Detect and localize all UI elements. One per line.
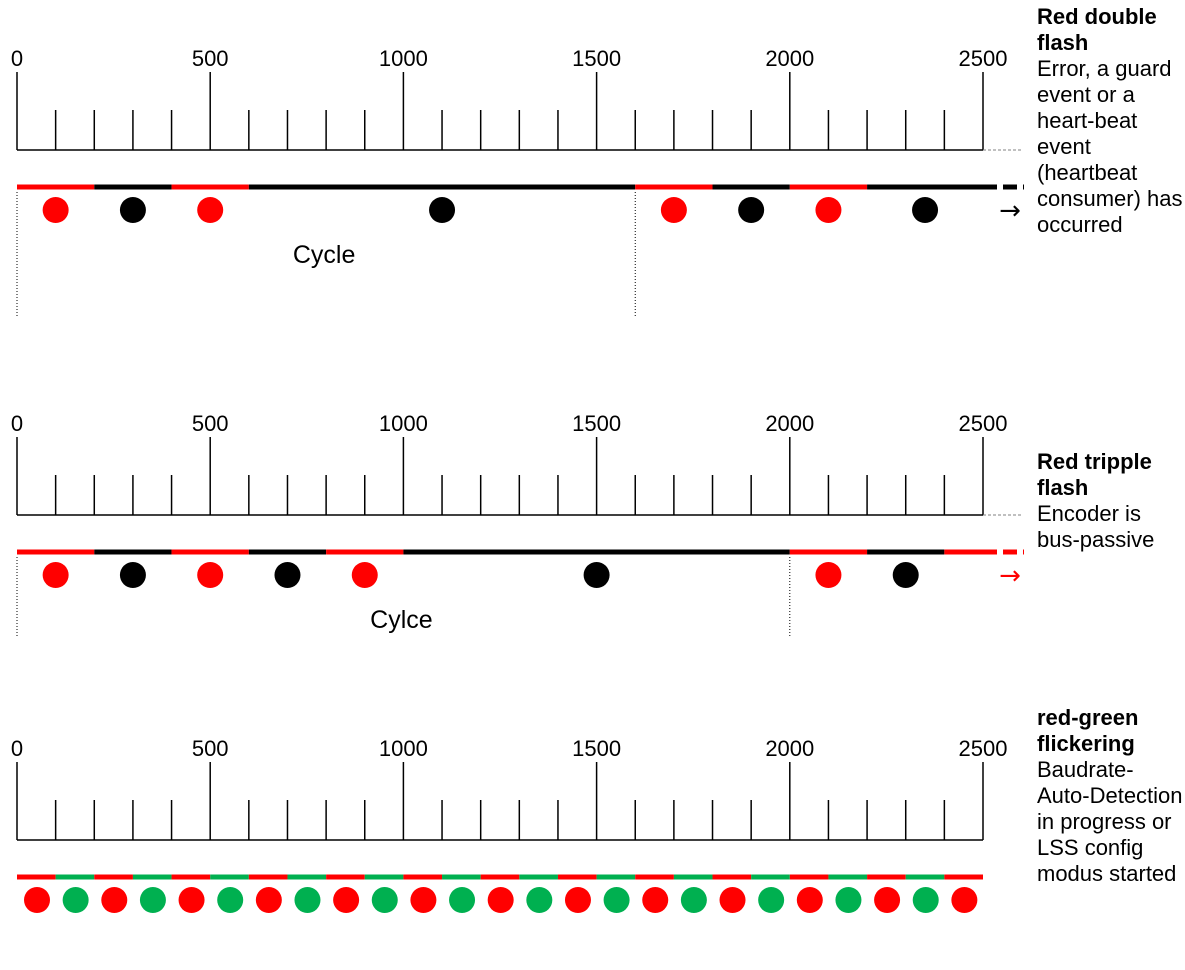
axis-tick-label: 1500 — [572, 46, 621, 71]
axis-tick-label: 1500 — [572, 411, 621, 436]
led-dot-red — [42, 562, 69, 588]
led-dot-black — [583, 562, 610, 588]
legend-description: Baudrate-Auto-Detection in progress or L… — [1037, 757, 1183, 886]
led-dot-red — [351, 562, 378, 588]
continuation-arrow: → — [999, 196, 1021, 226]
led-dot-red — [333, 887, 360, 913]
led-dot-red — [815, 562, 842, 588]
continuation-arrow: → — [999, 561, 1021, 591]
led-dot-black — [738, 197, 765, 223]
led-dot-red — [487, 887, 514, 913]
axis-tick-label: 2500 — [959, 46, 1008, 71]
axis-tick-label: 1000 — [379, 736, 428, 761]
legend-red-double-flash: Red double flash Error, a guard event or… — [1037, 4, 1185, 238]
led-dot-red — [564, 887, 591, 913]
led-dot-green — [758, 887, 785, 913]
led-dot-black — [119, 562, 146, 588]
led-dot-green — [217, 887, 244, 913]
led-dot-green — [294, 887, 321, 913]
cycle-label: Cycle — [293, 241, 356, 269]
led-dot-black — [274, 562, 301, 588]
axis-tick-label: 500 — [192, 736, 229, 761]
led-dot-red — [24, 887, 50, 913]
led-dot-black — [119, 197, 146, 223]
led-dot-green — [680, 887, 707, 913]
led-dot-green — [371, 887, 398, 913]
led-dot-green — [526, 887, 553, 913]
axis-tick-label: 0 — [11, 46, 23, 71]
axis-tick-label: 2000 — [765, 411, 814, 436]
led-dot-red — [178, 887, 205, 913]
led-dot-red — [197, 562, 224, 588]
axis-tick-label: 2500 — [959, 736, 1008, 761]
axis-tick-label: 500 — [192, 46, 229, 71]
legend-red-green-flickering: red-green flickering Baudrate-Auto-Detec… — [1037, 705, 1185, 887]
panel-red-green-flickering: 0 500 1000 1500 2000 2500 — [11, 736, 1008, 913]
legend-title: Red tripple flash — [1037, 449, 1152, 500]
led-dot-red — [101, 887, 128, 913]
led-dot-red — [255, 887, 282, 913]
led-dot-red — [951, 887, 978, 913]
led-dot-red — [42, 197, 69, 223]
led-dot-red — [197, 197, 224, 223]
led-dot-green — [912, 887, 939, 913]
led-dot-red — [815, 197, 842, 223]
axis-tick-label: 0 — [11, 411, 23, 436]
led-dot-black — [429, 197, 456, 223]
led-dot-red — [719, 887, 746, 913]
axis-tick-label: 1500 — [572, 736, 621, 761]
led-dot-green — [139, 887, 166, 913]
legend-title: red-green flickering — [1037, 705, 1139, 756]
legend-title: Red double flash — [1037, 4, 1157, 55]
axis-tick-label: 1000 — [379, 411, 428, 436]
led-dot-red — [874, 887, 901, 913]
legend-description: Encoder is bus-passive — [1037, 501, 1155, 552]
legend-description: Error, a guard event or a heart-beat eve… — [1037, 56, 1183, 237]
led-dot-black — [892, 562, 919, 588]
led-dot-red — [796, 887, 823, 913]
panel-red-tripple-flash: 0 500 1000 1500 2000 2500 → Cylce — [11, 411, 1024, 637]
cycle-label: Cylce — [370, 606, 433, 634]
axis-tick-label: 1000 — [379, 46, 428, 71]
panel-red-double-flash: 0 500 1000 1500 2000 2500 → Cycle — [11, 46, 1024, 316]
axis-tick-label: 500 — [192, 411, 229, 436]
axis-tick-label: 2500 — [959, 411, 1008, 436]
legend-red-tripple-flash: Red tripple flash Encoder is bus-passive — [1037, 449, 1185, 553]
led-dot-black — [912, 197, 939, 223]
led-dot-green — [62, 887, 89, 913]
led-dot-red — [642, 887, 669, 913]
led-dot-red — [660, 197, 687, 223]
led-dot-green — [603, 887, 630, 913]
axis-tick-label: 0 — [11, 736, 23, 761]
led-dot-red — [410, 887, 437, 913]
axis-tick-label: 2000 — [765, 46, 814, 71]
led-dot-green — [449, 887, 476, 913]
led-dot-green — [835, 887, 862, 913]
axis-tick-label: 2000 — [765, 736, 814, 761]
